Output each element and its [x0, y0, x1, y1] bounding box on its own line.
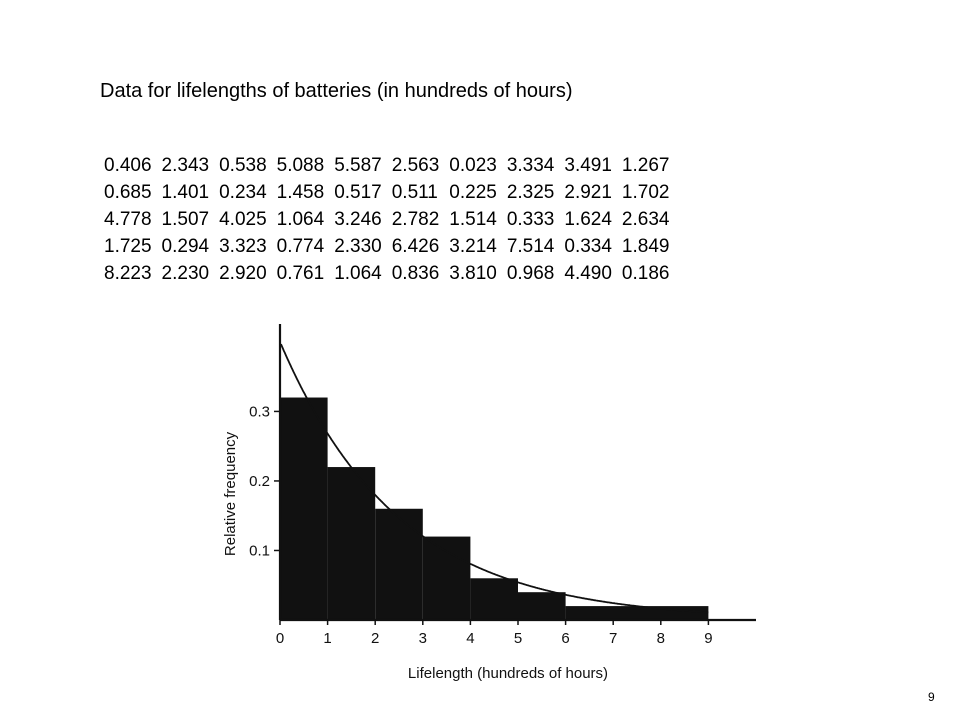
- data-cell: 0.538: [219, 155, 267, 176]
- data-cell: 3.491: [564, 155, 612, 176]
- x-tick-label: 1: [323, 630, 331, 647]
- data-cell: 4.490: [564, 263, 612, 284]
- histogram-bar: [327, 467, 376, 620]
- data-cell: 7.514: [506, 236, 555, 257]
- lifelength-data-table: 0.406 2.343 0.538 5.088 5.587 2.563 0.023 3.334…: [104, 152, 679, 287]
- histogram-bar: [422, 536, 471, 620]
- data-cell: 5.088: [276, 155, 325, 176]
- data-cell: 1.507: [161, 209, 210, 230]
- x-tick-label: 4: [466, 630, 474, 647]
- data-cell: 0.294: [161, 236, 210, 257]
- data-cell: 3.323: [219, 236, 267, 257]
- data-row: 4.778 1.507 4.025 1.064 3.246 2.782 1.514 0.333…: [104, 206, 679, 233]
- x-tick-label: 8: [657, 630, 665, 647]
- data-cell: 3.334: [506, 155, 555, 176]
- data-cell: 5.587: [334, 155, 382, 176]
- histogram-bar: [470, 578, 518, 620]
- x-tick-label: 5: [514, 630, 522, 647]
- data-cell: 0.406: [104, 155, 152, 176]
- data-cell: 2.230: [161, 263, 210, 284]
- data-cell: 2.920: [219, 263, 267, 284]
- data-cell: 1.267: [621, 155, 670, 176]
- data-row: 0.406 2.343 0.538 5.088 5.587 2.563 0.023 3.334…: [104, 152, 679, 179]
- data-cell: 0.517: [334, 182, 382, 203]
- data-cell: 1.624: [564, 209, 612, 230]
- data-cell: 3.810: [449, 263, 497, 284]
- data-cell: 0.968: [506, 263, 555, 284]
- fitted-density-curve: [280, 343, 709, 614]
- data-cell: 1.064: [334, 263, 382, 284]
- histogram-bar: [280, 397, 328, 620]
- slide-title: Data for lifelengths of batteries (in hu…: [100, 80, 573, 102]
- data-cell: 4.778: [104, 209, 152, 230]
- data-cell: 0.334: [564, 236, 612, 257]
- data-cell: 2.330: [334, 236, 382, 257]
- data-cell: 1.514: [449, 209, 497, 230]
- data-cell: 4.025: [219, 209, 267, 230]
- data-cell: 0.761: [276, 263, 325, 284]
- data-cell: 0.685: [104, 182, 152, 203]
- x-tick-label: 3: [419, 630, 427, 647]
- data-cell: 0.186: [621, 263, 670, 284]
- x-axis-label: Lifelength (hundreds of hours): [408, 665, 608, 682]
- x-tick-label: 9: [704, 630, 712, 647]
- data-cell: 8.223: [104, 263, 152, 284]
- data-cell: 2.343: [161, 155, 210, 176]
- histogram-bar: [518, 592, 566, 620]
- data-cell: 3.214: [449, 236, 497, 257]
- x-tick-label: 2: [371, 630, 379, 647]
- data-cell: 0.225: [449, 182, 497, 203]
- histogram-bar: [565, 606, 709, 620]
- data-row: 0.685 1.401 0.234 1.458 0.517 0.511 0.225 2.325…: [104, 179, 679, 206]
- y-tick-label: 0.3: [249, 403, 270, 420]
- data-cell: 2.634: [621, 209, 670, 230]
- data-cell: 2.782: [391, 209, 440, 230]
- data-cell: 2.325: [506, 182, 555, 203]
- data-cell: 0.774: [276, 236, 325, 257]
- data-row: 1.725 0.294 3.323 0.774 2.330 6.426 3.214 7.514…: [104, 233, 679, 260]
- data-cell: 1.849: [621, 236, 670, 257]
- data-cell: 0.836: [391, 263, 440, 284]
- histogram-chart: 0.1 0.2 0.3 0 1 2 3 4 5 6 7 8 9 Lifelength (hundreds …: [222, 324, 756, 682]
- data-cell: 0.234: [219, 182, 267, 203]
- data-cell: 6.426: [391, 236, 440, 257]
- x-tick-label: 7: [609, 630, 617, 647]
- data-table-body: 0.406 2.343 0.538 5.088 5.587 2.563 0.023 3.334…: [104, 152, 679, 287]
- data-cell: 2.921: [564, 182, 612, 203]
- page-number: 9: [928, 690, 935, 704]
- data-cell: 0.023: [449, 155, 497, 176]
- histogram-bar: [375, 508, 423, 620]
- data-cell: 1.064: [276, 209, 325, 230]
- y-tick-label: 0.2: [249, 473, 270, 490]
- y-axis-label: Relative frequency: [222, 431, 239, 556]
- data-cell: 3.246: [334, 209, 382, 230]
- data-cell: 1.401: [161, 182, 210, 203]
- data-cell: 1.725: [104, 236, 152, 257]
- data-cell: 1.702: [621, 182, 670, 203]
- data-row: 8.223 2.230 2.920 0.761 1.064 0.836 3.810 0.968…: [104, 260, 679, 287]
- x-tick-label: 6: [561, 630, 569, 647]
- y-tick-label: 0.1: [249, 542, 270, 559]
- data-cell: 0.511: [391, 182, 438, 203]
- data-cell: 0.333: [506, 209, 555, 230]
- data-cell: 2.563: [391, 155, 440, 176]
- x-tick-label: 0: [276, 630, 284, 647]
- data-cell: 1.458: [276, 182, 325, 203]
